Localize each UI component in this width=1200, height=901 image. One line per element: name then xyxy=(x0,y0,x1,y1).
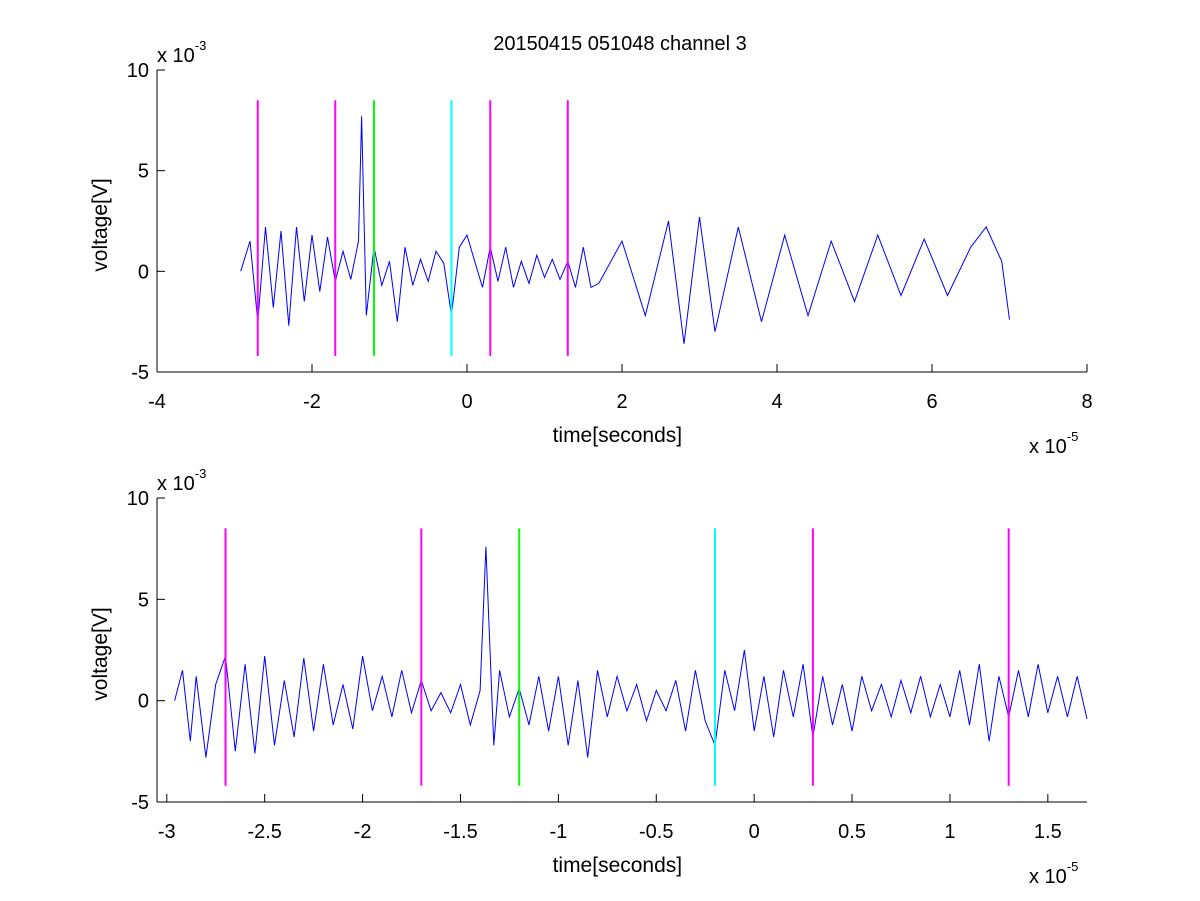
y-tick-label: 10 xyxy=(127,60,149,82)
top-subplot: -5 0 5 10 -4 -2 0 2 4 6 8 time[seconds] voltage[V] x … xyxy=(89,38,1093,458)
x-tick-label: -2 xyxy=(354,821,372,843)
x-tick-label: -1.5 xyxy=(443,821,477,843)
y-tick-label: 5 xyxy=(138,589,149,611)
x-exponent-label: x 10-5 xyxy=(1029,429,1078,458)
x-tick-label: -2 xyxy=(303,391,321,413)
y-tick-label: 0 xyxy=(138,261,149,283)
figure-title: 20150415 051048 channel 3 xyxy=(493,33,747,55)
y-tick-label: -5 xyxy=(131,362,149,384)
x-tick-label: -3 xyxy=(158,821,176,843)
signal-series-line xyxy=(174,546,1088,758)
x-tick-label: 6 xyxy=(926,391,937,413)
x-tick-label: 0 xyxy=(749,821,760,843)
x-tick-label: -4 xyxy=(148,391,166,413)
x-tick-label: 2 xyxy=(616,391,627,413)
y-exponent-label: x 10-3 xyxy=(157,38,206,67)
x-tick-label: 8 xyxy=(1081,391,1092,413)
signal-series-line xyxy=(240,116,1010,344)
y-tick-label: -5 xyxy=(131,792,149,814)
y-axis-label: voltage[V] xyxy=(89,607,112,700)
x-tick-label: 4 xyxy=(771,391,782,413)
bottom-subplot: -5 0 5 10 -3 -2.5 -2 -1.5 -1 -0.5 0 0.5 1 1.5 time[sec… xyxy=(89,466,1088,888)
x-tick-label: 1 xyxy=(944,821,955,843)
x-tick-label: -2.5 xyxy=(247,821,281,843)
y-tick-label: 5 xyxy=(138,161,149,183)
y-tick-label: 10 xyxy=(127,488,149,510)
x-exponent-label: x 10-5 xyxy=(1029,859,1078,888)
y-axis-label: voltage[V] xyxy=(89,178,112,271)
y-tick-label: 0 xyxy=(138,691,149,713)
x-tick-label: 0 xyxy=(461,391,472,413)
x-tick-label: 1.5 xyxy=(1034,821,1062,843)
x-tick-label: -0.5 xyxy=(639,821,673,843)
x-tick-label: 0.5 xyxy=(838,821,866,843)
x-axis-label: time[seconds] xyxy=(553,424,683,447)
y-exponent-label: x 10-3 xyxy=(157,466,206,495)
x-axis-label: time[seconds] xyxy=(553,854,683,877)
x-tick-label: -1 xyxy=(549,821,567,843)
